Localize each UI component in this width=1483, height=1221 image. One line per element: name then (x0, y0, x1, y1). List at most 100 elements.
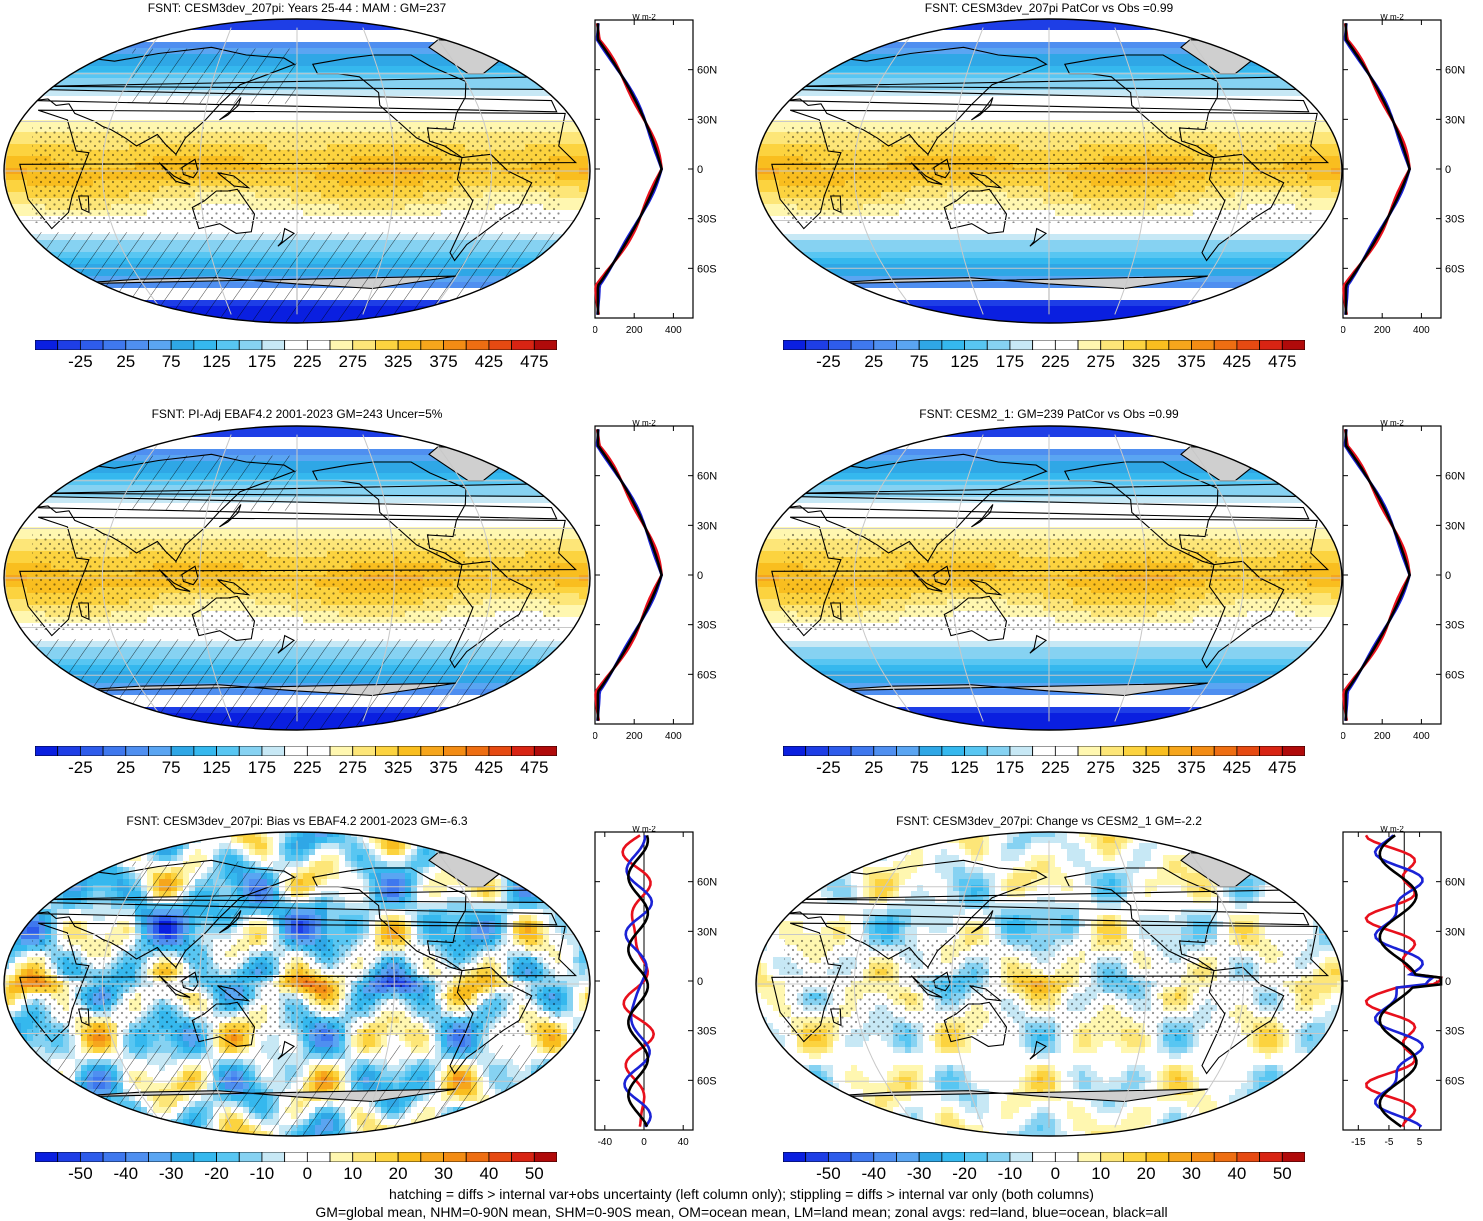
colorbar-tick-label: 425 (1223, 758, 1251, 778)
colorbar-swatch (1191, 340, 1215, 350)
colorbar-tick-label: 20 (1137, 1164, 1156, 1184)
map-title-p3: FSNT: PI-Adj EBAF4.2 2001-2023 GM=243 Un… (3, 407, 591, 421)
colorbar-swatch (1236, 340, 1261, 350)
colorbar-tick-label: 50 (525, 1164, 544, 1184)
colorbar-swatch (805, 1152, 829, 1162)
colorbar-tick-label: 425 (475, 758, 503, 778)
colorbar-tick-label: 125 (202, 758, 230, 778)
colorbar-swatch (873, 340, 897, 350)
zonal-lat-tick-label: 60N (1445, 65, 1465, 77)
zonal-x-tick-label: 0 (593, 325, 598, 336)
colorbar-swatch (1236, 1152, 1261, 1162)
colorbar-swatch (1009, 746, 1034, 756)
colorbar-swatch (511, 1152, 535, 1162)
colorbar-swatch (1281, 340, 1305, 350)
colorbar-swatch (57, 340, 81, 350)
colorbar-swatch (443, 1152, 467, 1162)
colorbar-tick-label: 225 (1041, 352, 1069, 372)
colorbar-swatch (511, 340, 535, 350)
colorbar-swatch (918, 1152, 943, 1162)
zonal-lat-tick-label: 0 (1445, 164, 1451, 176)
colorbar-swatch (1213, 746, 1238, 756)
colorbar-tick-label: -25 (816, 758, 841, 778)
zonal-lat-tick-label: 60N (1445, 877, 1465, 889)
colorbar-swatch (896, 340, 920, 350)
footer-note-definitions: GM=global mean, NHM=0-90N mean, SHM=0-90… (0, 1204, 1483, 1221)
colorbar-tick-label: -30 (907, 1164, 932, 1184)
colorbar-tick-label: 40 (1227, 1164, 1246, 1184)
colorbar-swatch (57, 746, 81, 756)
colorbar-swatch (873, 746, 897, 756)
colorbar-swatch (896, 746, 920, 756)
colorbar-tick-label: 275 (1087, 758, 1115, 778)
colorbar-labels-p3: -25 25 75 125 175 225 275 325 375 425 475 (35, 758, 557, 780)
colorbar-tick-label: 0 (1051, 1164, 1060, 1184)
zonal-lat-tick-label: 30N (1445, 926, 1465, 938)
colorbar-tick-label: 175 (248, 352, 276, 372)
zonal-x-tick-label: 40 (678, 1137, 690, 1148)
colorbar-swatch (827, 340, 852, 350)
colorbar-swatch (1281, 746, 1305, 756)
colorbar-labels-p4: -25 25 75 125 175 225 275 325 375 425 475 (783, 758, 1305, 780)
colorbar-swatch (1054, 340, 1079, 350)
colorbar-swatch (1191, 1152, 1215, 1162)
colorbar-swatch (35, 746, 59, 756)
colorbar-swatch (35, 340, 59, 350)
colorbar-swatch (397, 340, 422, 350)
colorbar-tick-label: 30 (1182, 1164, 1201, 1184)
colorbar-swatch (329, 746, 354, 756)
colorbar-swatch (284, 746, 308, 756)
colorbar-tick-label: 75 (910, 758, 929, 778)
colorbar-tick-label: 275 (339, 758, 367, 778)
colorbar-swatch (986, 746, 1011, 756)
colorbar-swatch (102, 1152, 127, 1162)
colorbar-swatch (125, 746, 149, 756)
colorbar-tick-label: 475 (1268, 352, 1296, 372)
colorbar-swatch (827, 1152, 852, 1162)
zonal-units-label: W m-2 (1380, 420, 1404, 428)
colorbar-swatch (1077, 340, 1102, 350)
colorbar-swatch (873, 1152, 897, 1162)
colorbar-tick-label: -30 (159, 1164, 184, 1184)
zonal-land-line (1364, 834, 1443, 1128)
map-title-p2: FSNT: CESM3dev_207pi PatCor vs Obs =0.99 (755, 1, 1343, 15)
colorbar-swatch (1191, 746, 1215, 756)
colorbar-swatch (1054, 1152, 1079, 1162)
zonal-units-label: W m-2 (632, 14, 656, 22)
zonal-all-line (627, 834, 650, 1128)
zonal-mean-plot-p4: W m-2 60N 30N 0 30S 60S 0 200 400 (1341, 420, 1465, 742)
zonal-lat-tick-label: 30S (697, 620, 717, 632)
zonal-lat-tick-label: 60N (697, 65, 717, 77)
colorbar-tick-label: 375 (429, 758, 457, 778)
world-map-p6 (755, 831, 1343, 1137)
colorbar-swatch (1054, 746, 1079, 756)
zonal-x-tick-label: 0 (1341, 325, 1346, 336)
colorbar-swatch (170, 1152, 195, 1162)
colorbar-swatch (79, 746, 104, 756)
colorbar-swatch (420, 1152, 444, 1162)
colorbar-swatch (1168, 1152, 1192, 1162)
colorbar-swatch (261, 1152, 286, 1162)
zonal-lat-tick-label: 30N (697, 114, 717, 126)
colorbar-tick-label: -25 (68, 758, 93, 778)
zonal-lat-tick-label: 60S (697, 1075, 717, 1087)
zonal-mean-plot-p2: W m-2 60N 30N 0 30S 60S 0 200 400 (1341, 14, 1465, 336)
colorbar-swatch (193, 746, 217, 756)
colorbar-tick-label: 25 (864, 758, 883, 778)
colorbar-swatch (261, 746, 286, 756)
zonal-mean-plot-p1: W m-2 60N 30N 0 30S 60S 0 200 400 (593, 14, 717, 336)
zonal-all-line (1344, 23, 1411, 315)
colorbar-swatch (827, 746, 852, 756)
zonal-lat-tick-label: 0 (1445, 570, 1451, 582)
colorbar-tick-label: -50 (816, 1164, 841, 1184)
zonal-lat-tick-label: 0 (697, 164, 703, 176)
colorbar-tick-label: 325 (1132, 352, 1160, 372)
colorbar-tick-label: 425 (1223, 352, 1251, 372)
world-map-p3 (3, 425, 591, 731)
colorbar-tick-label: 225 (1041, 758, 1069, 778)
colorbar-swatch (1123, 746, 1147, 756)
colorbar-swatch (1077, 1152, 1102, 1162)
colorbar-swatch (443, 340, 467, 350)
zonal-units-label: W m-2 (632, 826, 656, 834)
colorbar-tick-label: 25 (116, 758, 135, 778)
